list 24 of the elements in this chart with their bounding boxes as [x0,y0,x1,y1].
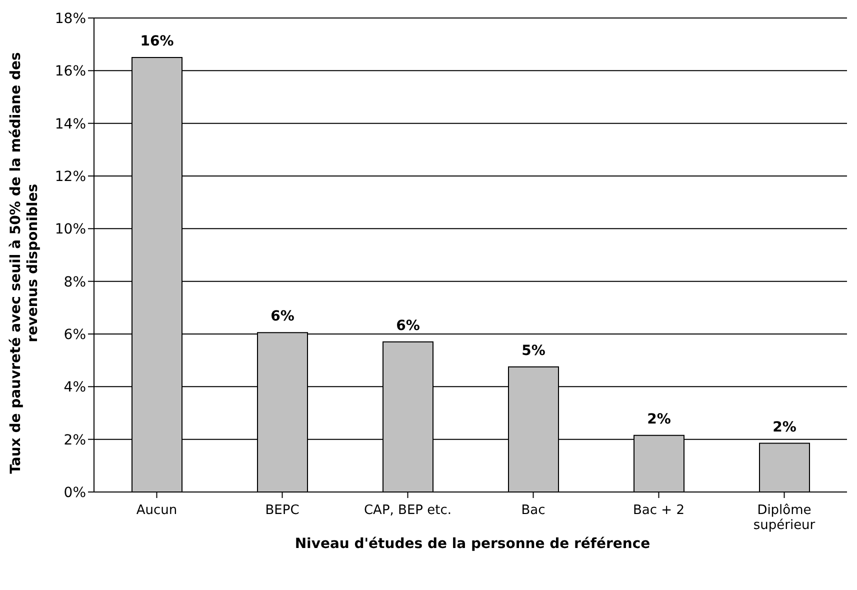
x-tick-label: Bac [521,503,546,518]
y-tick-label: 16% [54,64,86,80]
x-axis-title: Niveau d'études de la personne de référence [294,536,652,552]
y-tick-label: 18% [54,10,86,27]
data-label: 5% [522,342,546,359]
y-tick-label: 6% [64,326,86,343]
y-tick-label: 10% [54,222,86,238]
y-tick-label: 8% [64,274,86,290]
x-tick-label: Diplôme supérieur [753,503,816,533]
y-tick-label: 14% [54,116,86,132]
y-tick-label: 0% [64,484,86,501]
x-tick-label: Aucun [136,503,178,518]
x-tick-label: CAP, BEP etc. [364,503,452,518]
data-label: 2% [772,419,796,436]
y-tick-label: 2% [64,432,86,448]
data-label: 6% [396,318,420,334]
y-axis-title: Taux de pauvreté avec seuil à 50% de la médiane des revenus disponibles [8,52,41,474]
x-tick-label: BEPC [265,503,300,518]
x-tick-label: Bac + 2 [633,503,684,518]
data-label: 2% [647,411,671,428]
y-tick-label: 4% [64,380,86,396]
data-label: 16% [140,34,174,50]
y-tick-label: 12% [54,168,86,185]
data-label: 6% [270,308,294,325]
